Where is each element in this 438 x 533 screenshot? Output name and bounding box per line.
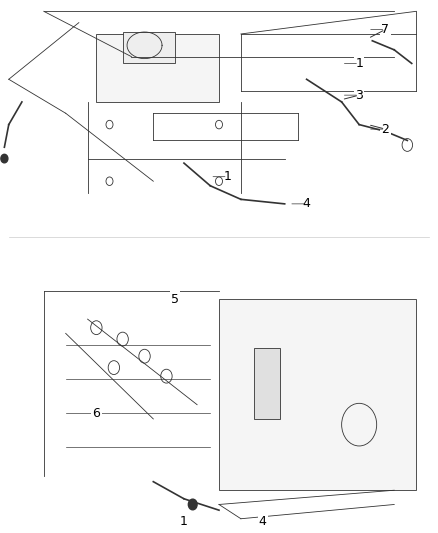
Text: 2: 2 <box>381 123 389 135</box>
Text: 1: 1 <box>180 515 188 528</box>
Text: 1: 1 <box>224 170 232 183</box>
Circle shape <box>188 499 197 510</box>
Text: 5: 5 <box>171 293 179 305</box>
Text: 3: 3 <box>355 88 363 102</box>
FancyBboxPatch shape <box>219 299 416 490</box>
FancyBboxPatch shape <box>254 348 280 419</box>
Text: 4: 4 <box>259 515 267 528</box>
Text: 7: 7 <box>381 23 389 36</box>
Text: 1: 1 <box>355 57 363 70</box>
Text: 6: 6 <box>92 407 100 419</box>
Text: 4: 4 <box>303 197 311 211</box>
Circle shape <box>1 155 8 163</box>
FancyBboxPatch shape <box>123 32 175 63</box>
FancyBboxPatch shape <box>96 34 219 102</box>
